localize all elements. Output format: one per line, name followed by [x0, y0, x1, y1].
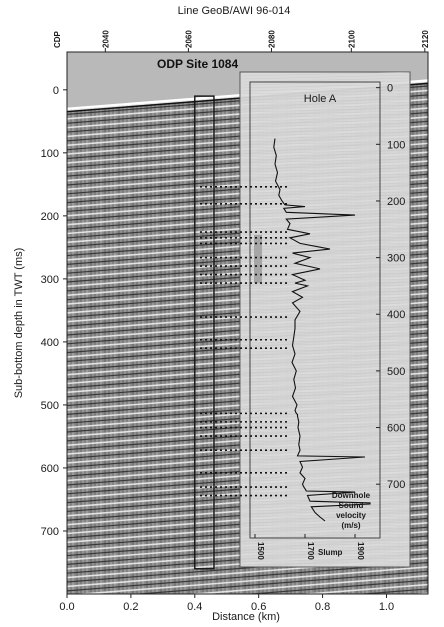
y-axis: 0 100 200 300 400 500 600 700	[41, 85, 67, 538]
x-tick-label: 0.6	[251, 601, 266, 613]
inset-y-tick-label: 0	[387, 83, 393, 95]
y-tick-label: 0	[53, 85, 59, 97]
inset-x-tick-label: 1900	[356, 542, 365, 560]
site-box	[194, 95, 215, 570]
cdp-ticks: 2040 2060 2080 2100 2120	[101, 30, 430, 52]
chart-title: Line GeoB/AWI 96-014	[178, 5, 291, 17]
inset-y-axis: 0 100 200 300 400 500 600 700	[376, 83, 405, 491]
cdp-tick-label: 2080	[267, 30, 276, 48]
cdp-axis-label: CDP	[53, 30, 62, 48]
y-tick-label: 700	[41, 526, 59, 538]
inset-x-tick-label: 1500	[256, 542, 265, 560]
inset-x-axis: 1500 1700 1900	[254, 534, 365, 560]
cdp-tick-label: 2040	[101, 30, 110, 48]
x-tick-label: 0.2	[123, 601, 138, 613]
y-tick-label: 500	[41, 400, 59, 412]
plot-frame	[66, 51, 429, 595]
inset-y-tick-label: 600	[387, 423, 405, 435]
inset-x-tick-label: 1700	[306, 542, 315, 560]
y-tick-label: 200	[41, 211, 59, 223]
velocity-series-line	[273, 138, 371, 522]
x-tick-label: 0.8	[315, 601, 330, 613]
x-tick-label: 1.0	[379, 601, 394, 613]
x-axis: 0.0 0.2 0.4 0.6 0.8 1.0	[59, 594, 394, 613]
inset-y-tick-label: 700	[387, 479, 405, 491]
cdp-tick-label: 2100	[347, 30, 356, 48]
x-tick-label: 0.4	[187, 601, 202, 613]
inset-x-axis-label: Downhole Sound velocity (m/s)	[332, 491, 371, 530]
inset-hole-a: 0 100 200 300 400 500 600 700 1500 1700 1900 Hole…	[200, 71, 411, 568]
dotted-markers	[200, 185, 290, 497]
inset-y-tick-label: 500	[387, 366, 405, 378]
cdp-tick-label: 2120	[421, 30, 430, 48]
inset-y-tick-label: 400	[387, 309, 405, 321]
slump-annotation: Slump	[318, 548, 343, 557]
y-axis-label: Sub-bottom depth in TWT (ms)	[13, 248, 25, 399]
inset-y-tick-label: 300	[387, 253, 405, 265]
site-label: ODP Site 1084	[157, 57, 238, 71]
y-tick-label: 300	[41, 274, 59, 286]
inset-y-tick-label: 100	[387, 139, 405, 151]
inset-background	[239, 71, 411, 568]
x-tick-label: 0.0	[59, 601, 74, 613]
cdp-tick-label: 2060	[184, 30, 193, 48]
inset-y-tick-label: 200	[387, 196, 405, 208]
inset-title: Hole A	[304, 93, 337, 105]
gray-interval-bar	[254, 234, 262, 284]
x-axis-label: Distance (km)	[212, 611, 280, 623]
y-tick-label: 600	[41, 463, 59, 475]
inset-plot-frame	[249, 81, 381, 539]
y-tick-label: 100	[41, 148, 59, 160]
y-tick-label: 400	[41, 337, 59, 349]
